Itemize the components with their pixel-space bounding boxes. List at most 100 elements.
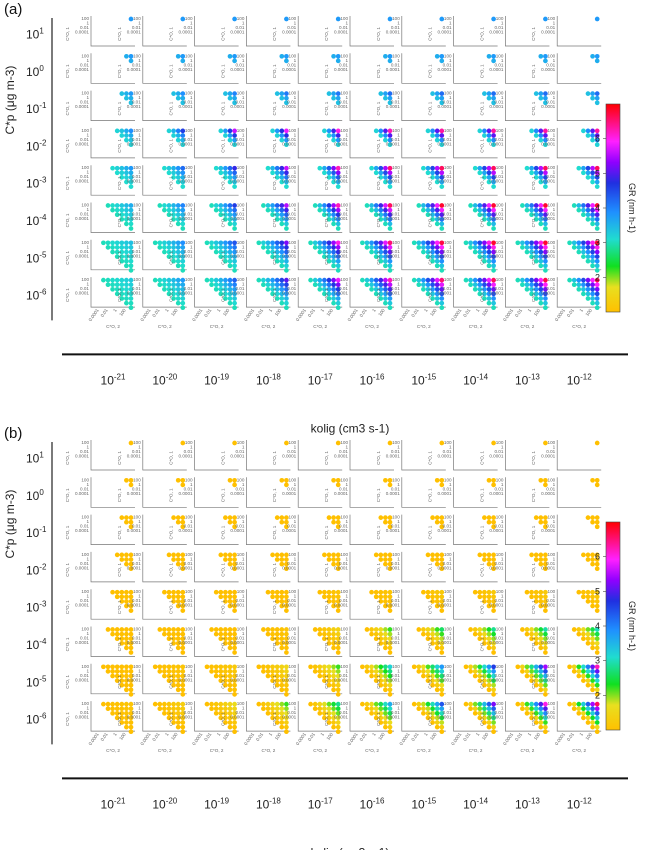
heat-dot bbox=[439, 566, 445, 572]
heat-dot bbox=[326, 203, 332, 208]
heat-dot bbox=[533, 673, 539, 679]
heat-dot bbox=[529, 165, 534, 171]
heat-dot bbox=[576, 673, 582, 679]
inner-axes bbox=[556, 626, 602, 657]
heat-dot bbox=[529, 594, 534, 600]
inner-ytick: 1 bbox=[294, 170, 297, 175]
heat-dot bbox=[175, 594, 181, 600]
heat-dot bbox=[308, 277, 313, 283]
heat-dot bbox=[594, 664, 600, 670]
heat-dot bbox=[387, 631, 393, 637]
heat-dot bbox=[114, 282, 120, 288]
inner-ytick: 100 bbox=[496, 552, 504, 557]
inner-xtick: 0.0001 bbox=[502, 307, 514, 322]
heat-dot bbox=[114, 715, 120, 721]
heat-dot bbox=[594, 608, 600, 613]
heat-dot bbox=[430, 631, 435, 637]
heat-dot bbox=[218, 664, 224, 670]
heat-dot bbox=[166, 203, 172, 208]
inner-xtick: 0.01 bbox=[100, 307, 109, 318]
heat-dot bbox=[119, 599, 125, 604]
heat-dot bbox=[218, 170, 224, 176]
cp-tick-5-base: 10 bbox=[26, 638, 40, 652]
heat-dot bbox=[585, 216, 591, 222]
heat-dot bbox=[543, 133, 548, 138]
inner-ytick: 0.01 bbox=[494, 174, 503, 179]
heat-dot bbox=[232, 91, 237, 96]
heat-dot bbox=[533, 128, 539, 134]
heat-dot bbox=[335, 277, 341, 283]
heat-dot bbox=[585, 669, 591, 674]
inner-ytick: 100 bbox=[185, 203, 193, 208]
heat-dot bbox=[585, 715, 591, 721]
inner-ytick: 100 bbox=[185, 664, 193, 669]
heat-dot bbox=[256, 701, 262, 707]
heat-dot bbox=[322, 291, 327, 297]
heat-dot bbox=[284, 664, 289, 670]
inner-ytick: 0.01 bbox=[235, 137, 244, 142]
heat-dot bbox=[576, 203, 582, 208]
colorbar-tick-label: 6 bbox=[595, 552, 600, 562]
heat-dot bbox=[110, 245, 115, 250]
inner-xlabel: C*O, 2 bbox=[365, 324, 379, 329]
heat-dot bbox=[279, 128, 285, 134]
heat-dot bbox=[383, 710, 388, 716]
heat-dot bbox=[227, 701, 233, 707]
heat-dot bbox=[124, 673, 129, 679]
heat-dot bbox=[486, 291, 492, 297]
heat-dot bbox=[491, 100, 496, 106]
heat-dot bbox=[439, 91, 445, 96]
heat-dot bbox=[218, 678, 224, 683]
heat-dot bbox=[274, 706, 280, 712]
heat-dot bbox=[369, 207, 374, 213]
kolig-tick-9-base: 10 bbox=[567, 797, 581, 811]
heat-dot bbox=[227, 720, 233, 725]
heat-dot bbox=[180, 95, 186, 101]
heat-dot bbox=[421, 664, 426, 670]
heat-dot bbox=[218, 212, 224, 218]
heat-dot bbox=[218, 715, 224, 721]
heat-dot bbox=[486, 664, 492, 670]
heat-dot bbox=[180, 268, 186, 273]
inner-xtick: 1 bbox=[423, 731, 429, 736]
inner-ylabel: C*O, 1 bbox=[117, 488, 122, 502]
heat-dot bbox=[491, 710, 496, 716]
inner-ytick: 100 bbox=[81, 128, 89, 133]
inner-ytick: 1 bbox=[345, 170, 348, 175]
heat-dot bbox=[538, 179, 544, 185]
heat-dot bbox=[114, 212, 120, 218]
heat-dot bbox=[543, 669, 548, 674]
inner-ytick: 100 bbox=[81, 16, 89, 21]
inner-ytick: 0.01 bbox=[494, 524, 503, 529]
inner-ytick: 0.01 bbox=[339, 137, 348, 142]
heat-dot bbox=[331, 669, 336, 674]
inner-ytick: 0.01 bbox=[287, 449, 296, 454]
heat-dot bbox=[270, 627, 275, 632]
heat-dot bbox=[543, 729, 548, 735]
inner-axes bbox=[505, 277, 550, 308]
heat-dot bbox=[364, 669, 370, 674]
inner-axes bbox=[505, 239, 550, 271]
heat-dot bbox=[594, 482, 600, 488]
heat-dot bbox=[369, 664, 374, 670]
heat-dot bbox=[227, 128, 233, 134]
inner-axes bbox=[505, 514, 550, 545]
heat-dot bbox=[261, 277, 266, 283]
heat-dot bbox=[171, 557, 176, 562]
inner-ylabel: C*O, 1 bbox=[220, 288, 225, 302]
inner-ytick: 0.01 bbox=[132, 25, 141, 30]
inner-ytick: 1 bbox=[345, 445, 348, 450]
inner-axes bbox=[297, 202, 343, 233]
heat-dot bbox=[383, 296, 388, 301]
inner-ytick: 0.0001 bbox=[438, 565, 452, 570]
heat-dot bbox=[175, 221, 181, 227]
heat-dot bbox=[439, 212, 445, 218]
heat-dot bbox=[430, 170, 435, 176]
heat-dot bbox=[425, 664, 431, 670]
inner-ylabel: C*O, 1 bbox=[324, 637, 329, 651]
inner-ylabel: C*O, 1 bbox=[479, 27, 484, 41]
heat-dot bbox=[171, 589, 176, 595]
heat-dot bbox=[335, 245, 341, 250]
